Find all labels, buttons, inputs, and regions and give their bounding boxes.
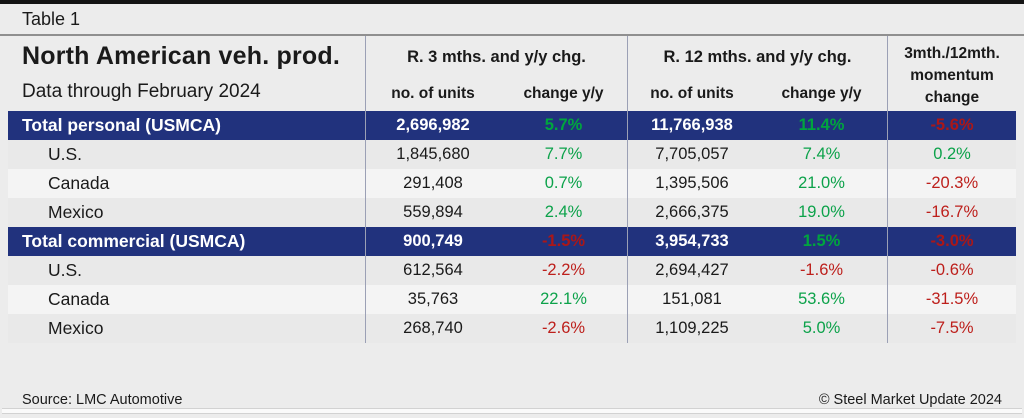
units-12m-cell: 1,109,225	[655, 319, 729, 337]
momentum-cell: -3.0%	[930, 232, 974, 250]
row-label: U.S.	[8, 140, 366, 169]
row-label: Canada	[8, 169, 366, 198]
table-tag: Table 1	[0, 4, 1024, 34]
momentum-cell: -16.7%	[925, 203, 979, 221]
units-3m-cell: 900,749	[403, 232, 463, 250]
change-12m-cell: -1.6%	[756, 256, 888, 285]
table-row-total: Total personal (USMCA) 2,696,982 5.7% 11,76…	[8, 111, 1016, 140]
units-12m-cell: 151,081	[662, 290, 722, 308]
column-group-3mths: R. 3 mths. and y/y chg.	[366, 36, 628, 73]
momentum-cell: -20.3%	[925, 174, 979, 192]
subheader-change-3m: change y/y	[500, 73, 628, 111]
change-12m-cell: 1.5%	[756, 227, 888, 256]
units-3m-cell: 559,894	[403, 203, 463, 221]
change-12m-cell: 7.4%	[756, 140, 888, 169]
row-label: Canada	[8, 285, 366, 314]
table-header: North American veh. prod. Data through F…	[8, 36, 1016, 111]
row-label: Total personal (USMCA)	[8, 111, 366, 140]
subheader-units-3m: no. of units	[391, 85, 475, 102]
units-12m-cell: 11,766,938	[651, 116, 733, 134]
units-12m-cell: 2,666,375	[655, 203, 729, 221]
table-row: Mexico 268,740 -2.6% 1,109,225 5.0% -7.5%	[8, 314, 1016, 343]
change-3m-cell: 5.7%	[500, 111, 628, 140]
change-3m-cell: -2.2%	[500, 256, 628, 285]
source-note: Source: LMC Automotive	[22, 392, 183, 408]
units-12m-cell: 1,395,506	[655, 174, 729, 192]
subheader-units-12m: no. of units	[650, 85, 734, 102]
table-row: Canada 291,408 0.7% 1,395,506 21.0% -20.3%	[8, 169, 1016, 198]
change-3m-cell: 7.7%	[500, 140, 628, 169]
change-12m-cell: 11.4%	[756, 111, 888, 140]
change-12m-cell: 5.0%	[756, 314, 888, 343]
table-row: U.S. 1,845,680 7.7% 7,705,057 7.4% 0.2%	[8, 140, 1016, 169]
change-3m-cell: 22.1%	[500, 285, 628, 314]
units-3m-cell: 268,740	[403, 319, 463, 337]
top-accent-bar	[0, 0, 1024, 4]
table-row: Canada 35,763 22.1% 151,081 53.6% -31.5%	[8, 285, 1016, 314]
momentum-header-line3: change	[924, 88, 980, 106]
units-12m-cell: 7,705,057	[655, 145, 729, 163]
table-subtitle: Data through February 2024	[22, 81, 261, 102]
copyright-note: © Steel Market Update 2024	[818, 392, 1002, 408]
table-body: Total personal (USMCA) 2,696,982 5.7% 11,76…	[0, 111, 1024, 343]
momentum-cell: -31.5%	[925, 290, 979, 308]
change-12m-cell: 19.0%	[756, 198, 888, 227]
units-3m-cell: 612,564	[403, 261, 463, 279]
table-title: North American veh. prod.	[22, 42, 341, 70]
change-12m-cell: 53.6%	[756, 285, 888, 314]
column-momentum-header: 3mth./12mth. momentum change	[888, 36, 1016, 111]
units-3m-cell: 2,696,982	[396, 116, 470, 134]
change-3m-cell: -1.5%	[500, 227, 628, 256]
units-3m-cell: 35,763	[407, 290, 459, 308]
momentum-header-line2: momentum	[910, 66, 994, 84]
momentum-cell: -5.6%	[930, 116, 974, 134]
units-3m-cell: 291,408	[403, 174, 463, 192]
momentum-cell: -0.6%	[930, 261, 974, 279]
row-label: Total commercial (USMCA)	[8, 227, 366, 256]
table-row: Mexico 559,894 2.4% 2,666,375 19.0% -16.7%	[8, 198, 1016, 227]
table-row-total: Total commercial (USMCA) 900,749 -1.5% 3,95…	[8, 227, 1016, 256]
row-label: U.S.	[8, 256, 366, 285]
change-12m-cell: 21.0%	[756, 169, 888, 198]
momentum-cell: 0.2%	[933, 145, 971, 163]
units-3m-cell: 1,845,680	[396, 145, 470, 163]
units-12m-cell: 2,694,427	[655, 261, 729, 279]
change-3m-cell: -2.6%	[500, 314, 628, 343]
tag-divider	[0, 34, 1024, 36]
bottom-strip	[2, 408, 1022, 414]
column-group-12mths: R. 12 mths. and y/y chg.	[628, 36, 888, 73]
table-row: U.S. 612,564 -2.2% 2,694,427 -1.6% -0.6%	[8, 256, 1016, 285]
change-3m-cell: 2.4%	[500, 198, 628, 227]
table-footer: Source: LMC Automotive © Steel Market Up…	[0, 392, 1024, 408]
title-cell: North American veh. prod. Data through F…	[8, 36, 366, 111]
momentum-header-line1: 3mth./12mth.	[904, 44, 1000, 62]
subheader-change-12m: change y/y	[756, 73, 888, 111]
momentum-cell: -7.5%	[930, 319, 974, 337]
units-12m-cell: 3,954,733	[655, 232, 729, 250]
change-3m-cell: 0.7%	[500, 169, 628, 198]
row-label: Mexico	[8, 198, 366, 227]
row-label: Mexico	[8, 314, 366, 343]
